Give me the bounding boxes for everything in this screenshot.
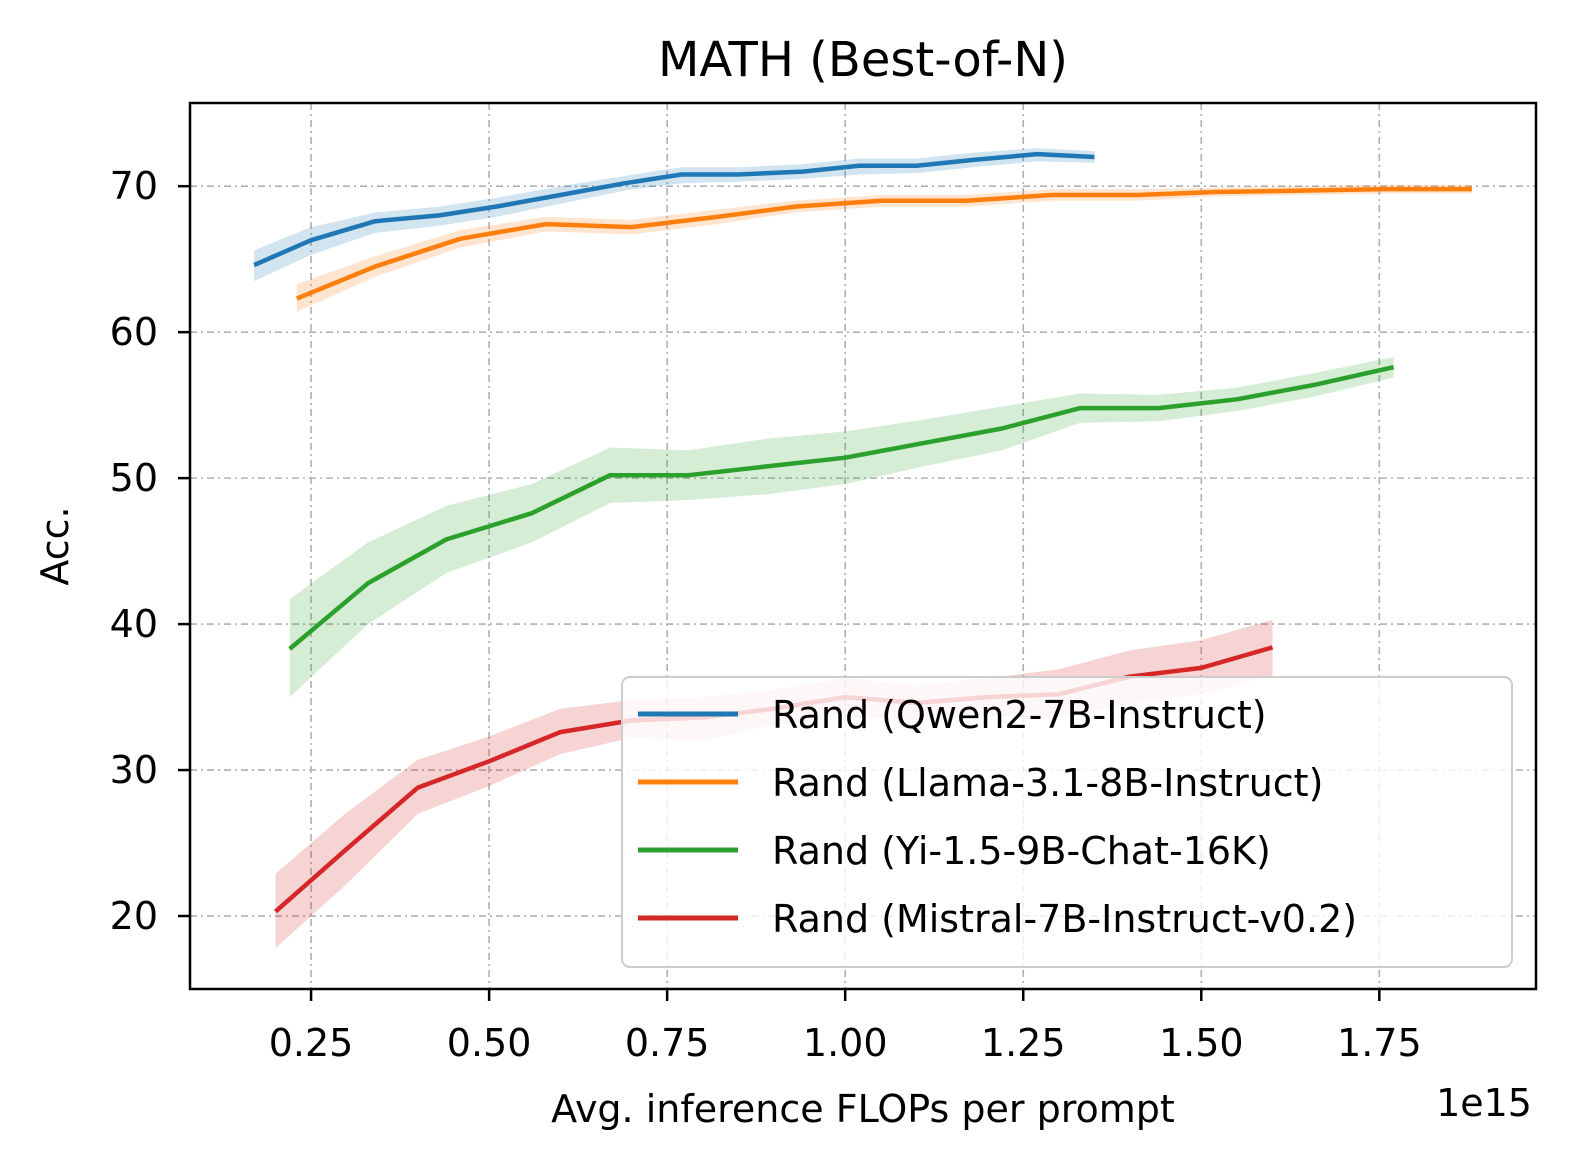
y-tick-label: 30 bbox=[110, 748, 158, 792]
x-tick-label: 0.50 bbox=[447, 1021, 532, 1065]
legend: Rand (Qwen2-7B-Instruct) Rand (Llama-3.1-… bbox=[621, 676, 1513, 968]
y-tick-label: 60 bbox=[110, 310, 158, 354]
x-tick-label: 1.50 bbox=[1159, 1021, 1244, 1065]
plot-frame bbox=[188, 101, 1538, 991]
legend-label-rand-qwen2-7b-instruct: Rand (Qwen2-7B-Instruct) bbox=[772, 693, 1267, 737]
y-tick-label: 50 bbox=[110, 456, 158, 500]
chart-title: MATH (Best-of-N) bbox=[658, 32, 1068, 88]
legend-label-rand-llama-3-1-8b-instruct: Rand (Llama-3.1-8B-Instruct) bbox=[772, 761, 1323, 805]
y-tick-label: 20 bbox=[110, 894, 158, 938]
x-tick-label: 1.25 bbox=[981, 1021, 1066, 1065]
legend-box bbox=[621, 676, 1513, 968]
x-tick-label: 1.00 bbox=[803, 1021, 888, 1065]
grid bbox=[190, 103, 1536, 989]
x-offset-label: 1e15 bbox=[1436, 1081, 1532, 1125]
x-tick-label: 0.75 bbox=[625, 1021, 710, 1065]
x-axis-label: Avg. inference FLOPs per prompt bbox=[551, 1087, 1175, 1131]
legend-label-rand-mistral-7b-instruct-v0-2: Rand (Mistral-7B-Instruct-v0.2) bbox=[772, 897, 1357, 941]
legend-label-rand-yi-1-5-9b-chat-16k: Rand (Yi-1.5-9B-Chat-16K) bbox=[772, 829, 1271, 873]
axis-ticks: 0.25 0.50 0.75 1.00 1.25 1.50 1.75 20 30 40 50 60 70 bbox=[110, 164, 1422, 1065]
x-tick-label: 0.25 bbox=[269, 1021, 354, 1065]
y-tick-label: 40 bbox=[110, 602, 158, 646]
y-axis-label: Acc. bbox=[33, 506, 77, 585]
x-tick-label: 1.75 bbox=[1337, 1021, 1422, 1065]
y-tick-label: 70 bbox=[110, 164, 158, 208]
